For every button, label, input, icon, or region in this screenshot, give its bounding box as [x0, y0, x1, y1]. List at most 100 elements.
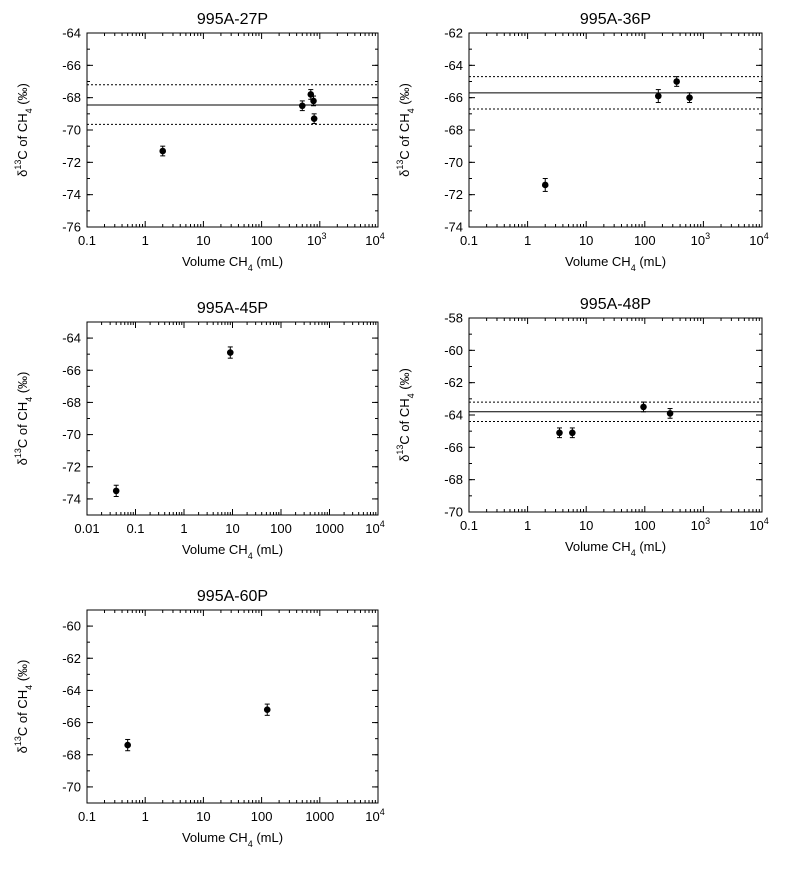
x-tick-label: 1000: [305, 809, 334, 824]
x-tick-label: 100: [270, 521, 292, 536]
x-tick-label: 100: [634, 518, 656, 533]
y-tick-label: -66: [444, 440, 463, 455]
y-tick-label: -66: [444, 90, 463, 105]
y-tick-label: -64: [62, 26, 81, 41]
x-tick-label: 1: [180, 521, 187, 536]
y-tick-label: -76: [62, 220, 81, 235]
data-point: [640, 403, 647, 411]
y-tick-label: -74: [62, 187, 81, 202]
data-point: [666, 410, 674, 417]
x-tick-label: 103: [691, 516, 710, 533]
plot-frame: [468, 317, 763, 513]
data-point: [226, 349, 234, 356]
x-tick-label: 10: [579, 518, 593, 533]
chart-panel-3: 995A-48P 0.1 1 10 100 103 104 -58 -60 -62 -64 -66 -6…: [395, 296, 769, 558]
data-point: [310, 97, 317, 105]
data-point: [298, 102, 306, 110]
x-tick-label: 100: [251, 233, 273, 248]
x-tick-label: 104: [365, 231, 384, 248]
x-tick-label: 0.1: [78, 233, 96, 248]
x-tick-label: 1: [524, 518, 531, 533]
data-point: [655, 92, 662, 100]
y-tick-label: -70: [62, 779, 81, 794]
y-tick-label: -68: [444, 123, 463, 138]
data-point: [569, 429, 576, 437]
y-tick-label: -72: [62, 459, 81, 474]
y-tick-label: -68: [62, 747, 81, 762]
y-tick-label: -64: [444, 408, 463, 423]
x-tick-label: 103: [691, 231, 710, 248]
y-tick-label: -70: [444, 155, 463, 170]
x-tick-label: 10: [579, 233, 593, 248]
data-point: [112, 487, 120, 495]
x-tick-label: 10: [225, 521, 239, 536]
x-tick-label: 1: [142, 809, 149, 824]
x-tick-label: 0.1: [460, 518, 478, 533]
x-tick-label: 104: [365, 519, 384, 536]
chart-panel-2: 995A-45P 0.01 0.1 1 10 100 1000 104 -64 -66 -68 -70…: [13, 300, 385, 561]
data-point: [541, 181, 549, 189]
x-tick-label: 104: [749, 516, 768, 533]
y-tick-label: -60: [62, 619, 81, 634]
plot-frame: [86, 609, 379, 804]
data-point: [673, 78, 680, 85]
x-tick-label: 0.01: [74, 521, 99, 536]
y-tick-label: -74: [444, 220, 463, 235]
x-tick-label: 10: [196, 233, 210, 248]
x-tick-label: 1: [142, 233, 149, 248]
y-axis-label: δ13C of CH4 (‰): [395, 83, 416, 177]
y-tick-label: -68: [444, 472, 463, 487]
y-tick-label: -68: [62, 90, 81, 105]
y-tick-label: -62: [444, 26, 463, 41]
plot-frame: [86, 32, 379, 228]
data-point: [159, 147, 167, 155]
y-tick-label: -64: [62, 683, 81, 698]
y-tick-label: -70: [62, 427, 81, 442]
chart-title: 995A-36P: [580, 11, 651, 28]
y-tick-label: -66: [62, 715, 81, 730]
x-tick-label: 1: [524, 233, 531, 248]
y-tick-label: -64: [62, 331, 81, 346]
y-tick-label: -74: [62, 491, 81, 506]
x-tick-label: 0.1: [126, 521, 144, 536]
chart-panel-0: 995A-27P 0.1 1 10 100 103 104 -64 -66 -68 -70 -72 -7…: [13, 11, 385, 273]
y-axis-label: δ13C of CH4 (‰): [13, 372, 34, 466]
x-axis-label: Volume CH4 (mL): [565, 539, 666, 558]
y-tick-label: -66: [62, 58, 81, 73]
x-tick-label: 0.1: [460, 233, 478, 248]
chart-panel-1: 995A-36P 0.1 1 10 100 103 104 -62 -64 -66 -68 -70 -7…: [395, 11, 769, 273]
y-tick-label: -72: [62, 155, 81, 170]
data-point: [556, 429, 563, 437]
y-tick-label: -70: [62, 123, 81, 138]
chart-panel-4: 995A-60P 0.1 1 10 100 1000 104 -60 -62 -64 -66 -68 -…: [13, 588, 385, 849]
y-tick-label: -64: [444, 58, 463, 73]
x-tick-label: 104: [365, 807, 384, 824]
chart-title: 995A-27P: [197, 11, 268, 28]
y-tick-label: -70: [444, 505, 463, 520]
data-point: [263, 706, 271, 714]
y-tick-label: -60: [444, 343, 463, 358]
x-tick-label: 103: [307, 231, 326, 248]
y-tick-label: -62: [444, 375, 463, 390]
x-axis-label: Volume CH4 (mL): [182, 254, 283, 273]
x-tick-label: 1000: [315, 521, 344, 536]
y-axis-label: δ13C of CH4 (‰): [395, 368, 416, 462]
y-tick-label: -62: [62, 651, 81, 666]
data-point: [124, 741, 131, 749]
chart-title: 995A-48P: [580, 296, 651, 313]
data-point: [686, 94, 693, 101]
chart-title: 995A-60P: [197, 588, 268, 605]
y-axis-label: δ13C of CH4 (‰): [13, 660, 34, 754]
x-axis-label: Volume CH4 (mL): [565, 254, 666, 273]
x-axis-label: Volume CH4 (mL): [182, 830, 283, 849]
x-tick-label: 10: [196, 809, 210, 824]
y-tick-label: -68: [62, 395, 81, 410]
y-tick-label: -72: [444, 187, 463, 202]
y-axis-label: δ13C of CH4 (‰): [13, 83, 34, 177]
data-point: [310, 115, 318, 122]
y-tick-label: -58: [444, 311, 463, 326]
x-tick-label: 100: [634, 233, 656, 248]
x-tick-label: 104: [749, 231, 768, 248]
plot-frame: [468, 32, 763, 228]
